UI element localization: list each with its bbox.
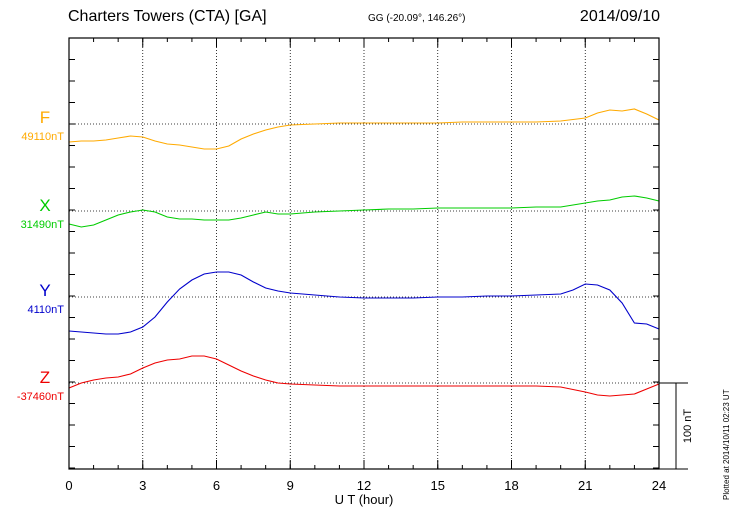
baselines bbox=[69, 123, 659, 384]
baseline-value-x: 31490nT bbox=[21, 219, 65, 231]
series-labels: F 49110nT X 31490nT Y 4110nT Z -37460nT bbox=[17, 108, 64, 403]
x-axis-title: U T (hour) bbox=[335, 492, 394, 507]
series-line-x bbox=[68, 195, 660, 228]
plot-frame bbox=[68, 37, 660, 470]
series-label-f: F bbox=[40, 108, 50, 127]
x-tick-label: 0 bbox=[65, 478, 72, 493]
x-tick-label: 3 bbox=[139, 478, 146, 493]
series-line-z bbox=[68, 355, 660, 397]
x-tick-label: 15 bbox=[431, 478, 445, 493]
scale-bar: 100 nT bbox=[659, 382, 694, 470]
date-label: 2014/09/10 bbox=[579, 8, 660, 25]
series-line-f bbox=[68, 108, 660, 150]
series-line-y bbox=[68, 271, 660, 335]
x-tick-label: 21 bbox=[578, 478, 592, 493]
x-tick-label: 9 bbox=[287, 478, 294, 493]
x-tick-label: 6 bbox=[213, 478, 220, 493]
series-label-y: Y bbox=[39, 281, 50, 300]
x-tick-label: 24 bbox=[652, 478, 666, 493]
baseline-value-z: -37460nT bbox=[17, 391, 64, 403]
coordinates-label: GG (-20.09°, 146.26°) bbox=[368, 13, 466, 24]
station-title: Charters Towers (CTA) [GA] bbox=[68, 8, 267, 25]
series-label-x: X bbox=[39, 196, 50, 215]
grid bbox=[142, 38, 586, 469]
baseline-value-y: 4110nT bbox=[28, 304, 65, 316]
scale-bar-label: 100 nT bbox=[682, 409, 694, 444]
series-lines bbox=[68, 108, 660, 397]
series-label-z: Z bbox=[40, 368, 50, 387]
x-axis: 0 3 6 9 12 15 18 21 24 U T (hour) bbox=[65, 478, 666, 507]
x-tick-label: 18 bbox=[504, 478, 518, 493]
x-tick-label: 12 bbox=[357, 478, 371, 493]
baseline-value-f: 49110nT bbox=[21, 131, 64, 143]
